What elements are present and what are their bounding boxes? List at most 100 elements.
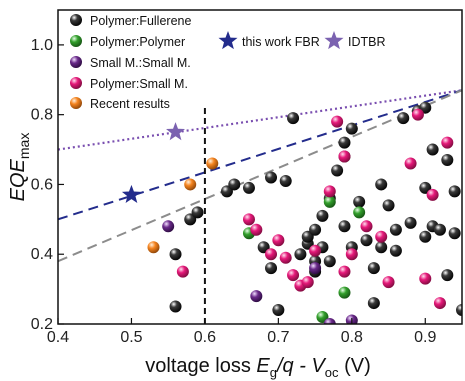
data-point [441,269,454,282]
legend-marker [324,31,344,50]
data-point [250,290,263,303]
data-point [353,206,366,219]
legend-marker [218,31,238,50]
data-point [441,154,454,167]
legend-label: Polymer:Fullerene [90,14,191,28]
data-point [382,199,395,212]
y-tick-label: 0.8 [31,107,53,124]
data-point [419,272,432,285]
y-axis-label-sub: max [16,133,32,159]
x-tick-label: 0.7 [267,329,289,346]
data-point [287,269,300,282]
legend-label: Small M.:Small M. [90,56,191,70]
data-point [279,251,292,264]
data-point [331,164,344,177]
y-axis-label: EQEmax [7,133,32,202]
legend-label: this work FBR [242,35,320,49]
x-axis-ticks: 0.4 0.5 0.6 0.7 0.8 0.9 [47,318,436,346]
data-point [323,185,336,198]
legend-marker [70,14,82,26]
reference-line [58,89,462,263]
data-point [426,188,439,201]
x-axis-label-main: voltage loss [145,355,256,377]
y-tick-label: 0.6 [31,176,53,193]
data-point [323,318,336,324]
data-point [448,185,461,198]
legend-marker [70,56,82,68]
data-point [433,297,446,310]
data-point [353,195,366,208]
data-point [265,171,278,184]
data-point [389,244,402,257]
legend-marker [70,77,82,89]
data-point [360,220,373,233]
data-point [331,115,344,128]
legend-label: Polymer:Small M. [90,77,188,91]
plot-frame [57,9,463,325]
y-tick-label: 1.0 [31,37,53,54]
data-point [397,112,410,125]
x-tick-label: 0.4 [47,329,69,346]
data-point [456,304,462,317]
data-point [228,178,241,191]
data-points [121,101,462,324]
data-point [265,248,278,261]
data-point [309,223,322,236]
data-point [389,223,402,236]
data-point [242,213,255,226]
data-point [287,112,300,125]
data-point [279,174,292,187]
data-point [176,265,189,278]
data-point [265,262,278,275]
data-point [441,136,454,149]
legend-label: Recent results [90,97,170,111]
data-point [184,178,197,191]
data-point [338,286,351,299]
data-point [191,206,204,219]
x-tick-label: 0.5 [120,329,142,346]
data-point [272,304,285,317]
data-point [323,195,336,208]
data-point [382,276,395,289]
data-point [309,244,322,257]
data-point [147,241,160,254]
data-point [426,143,439,156]
data-point [272,234,285,247]
data-point [162,220,175,233]
data-point [404,157,417,170]
x-axis-label-oc: oc [325,365,339,380]
data-point [411,108,424,121]
data-point [338,150,351,163]
data-point [367,262,380,275]
star-point [121,184,141,203]
x-axis-label-unit: (V) [339,355,371,377]
x-axis-label-e: E [256,355,270,377]
legend-marker [70,97,82,109]
data-point [433,223,446,236]
x-tick-label: 0.8 [341,329,363,346]
data-point [345,248,358,261]
x-tick-label: 0.6 [194,329,216,346]
data-point [375,178,388,191]
data-point [169,248,182,261]
data-point [338,220,351,233]
reference-line [58,89,462,151]
data-point [375,230,388,243]
data-point [360,234,373,247]
star-point [166,122,186,141]
x-axis-label-v: V [311,355,326,377]
x-tick-label: 0.9 [414,329,436,346]
x-axis-label-g: g [270,365,277,380]
data-point [316,209,329,222]
data-point [309,262,322,275]
legend: Polymer:Fullerene Polymer:Polymer Small M.… [70,14,386,111]
data-point [338,265,351,278]
data-point [345,122,358,135]
legend-label: IDTBR [348,35,386,49]
data-point [404,216,417,229]
data-point [338,136,351,149]
data-point [367,297,380,310]
data-point [323,255,336,268]
data-point [250,223,263,236]
